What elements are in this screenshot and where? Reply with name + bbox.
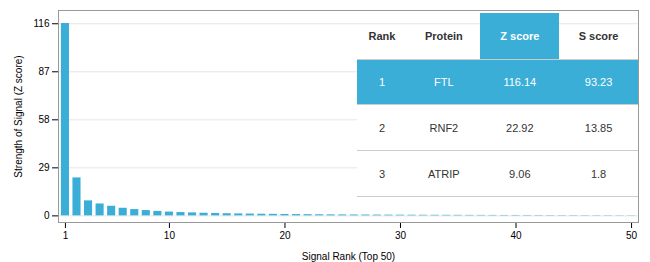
html-text:1.8: 1.8 (590, 167, 607, 180)
html-text:Rank: Rank (368, 29, 396, 42)
svg-text:50: 50 (626, 230, 638, 241)
html-text:116.14: 116.14 (503, 75, 537, 88)
html-text:13.85: 13.85 (584, 121, 613, 134)
svg-text:20: 20 (279, 230, 291, 241)
svg-text:29: 29 (38, 162, 50, 173)
html-text:FTL: FTL (434, 75, 454, 88)
html-text:S score: S score (578, 29, 619, 42)
svg-text:Signal Rank (Top 50): Signal Rank (Top 50) (302, 251, 395, 262)
html-text:2: 2 (378, 121, 386, 134)
svg-text:87: 87 (38, 66, 50, 77)
html-text:3: 3 (378, 167, 386, 180)
html-text:Z score: Z score (500, 29, 540, 42)
html-text:1: 1 (378, 75, 386, 88)
svg-text:116: 116 (34, 18, 50, 29)
svg-text:10: 10 (164, 230, 176, 241)
svg-text:1: 1 (63, 230, 69, 241)
html-text:22.92: 22.92 (506, 121, 534, 134)
svg-text:58: 58 (38, 114, 50, 125)
svg-text:40: 40 (510, 230, 522, 241)
html-text:93.23: 93.23 (584, 75, 613, 88)
svg-text:30: 30 (395, 230, 407, 241)
html-text:9.06: 9.06 (509, 167, 531, 180)
html-text:Protein: Protein (424, 29, 463, 42)
svg-text:0: 0 (44, 210, 50, 221)
svg-text:Strength of Signal (Z score): Strength of Signal (Z score) (13, 55, 24, 177)
html-text:ATRIP: ATRIP (428, 167, 460, 180)
html-text:RNF2: RNF2 (429, 121, 459, 134)
